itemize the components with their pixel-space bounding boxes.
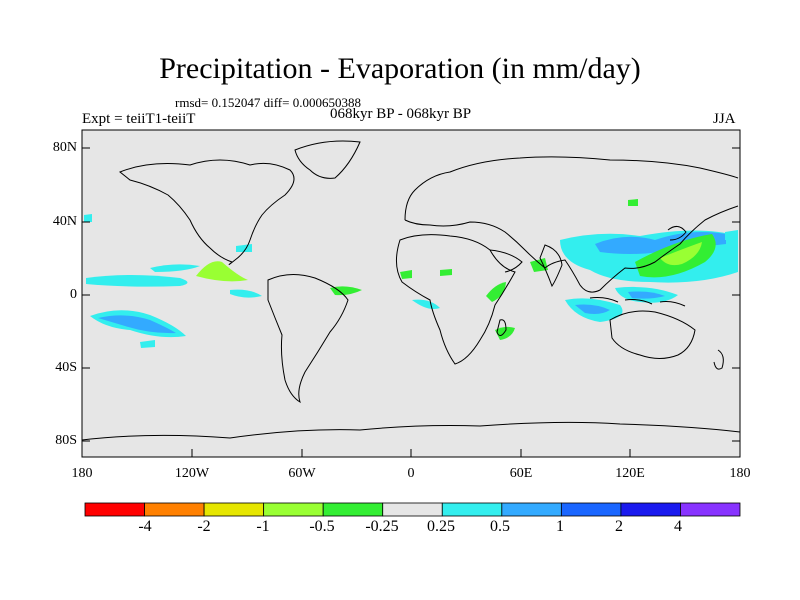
x-tick-label: 60E <box>509 466 533 481</box>
coastline-new-zealand <box>713 349 724 370</box>
y-ticks <box>82 147 740 442</box>
anomaly-green <box>530 258 548 272</box>
coastline-africa <box>396 234 516 365</box>
coastline-indonesia <box>589 297 686 307</box>
period-label: 068kyr BP - 068kyr BP <box>330 106 472 122</box>
colorbar-swatch <box>203 502 265 517</box>
coastline-south-america <box>267 274 349 404</box>
colorbar-swatch <box>441 502 503 517</box>
coastline-madagascar <box>496 319 507 336</box>
colorbar-label: -4 <box>138 518 152 535</box>
x-tick-label: 180 <box>71 466 93 481</box>
colorbar-swatch <box>84 502 145 517</box>
anomaly-cyan <box>86 275 188 287</box>
colorbar-label: 0.25 <box>427 518 455 535</box>
coastline-japan <box>667 226 687 241</box>
coastline-arabia <box>489 249 523 273</box>
anomaly-cyan <box>150 264 200 272</box>
colorbar-label: -0.5 <box>309 518 335 535</box>
colorbar-swatch <box>501 502 562 517</box>
coastline-india <box>539 244 563 288</box>
map-title: Precipitation - Evaporation (in mm/day) <box>159 52 641 85</box>
anomaly-green <box>660 242 702 266</box>
y-tick-label: 80S <box>55 433 77 448</box>
coastline-greenland <box>294 140 361 179</box>
colorbar <box>84 502 741 517</box>
x-tick-label: 120W <box>174 466 210 481</box>
y-tick-label: 0 <box>70 287 77 302</box>
anomaly-blue <box>628 291 665 299</box>
anomaly-green <box>486 282 506 302</box>
stats-label: rmsd= 0.152047 diff= 0.000650388 <box>175 95 361 110</box>
anomaly-cyan <box>230 289 262 298</box>
anomaly-cyan <box>84 214 92 222</box>
experiment-label: Expt = teiiT1-teiiT <box>82 111 196 127</box>
colorbar-label: 0.5 <box>490 518 510 535</box>
colorbar-swatch <box>144 502 205 517</box>
colorbar-label: -0.25 <box>365 518 399 535</box>
anomaly-blue <box>98 315 176 334</box>
anomaly-cyan <box>236 244 252 252</box>
anomaly-green <box>495 326 515 340</box>
anomaly-blue <box>595 232 726 254</box>
anomaly-green <box>400 270 412 279</box>
y-tick-label: 80N <box>52 140 77 155</box>
coastline-antarctica <box>81 421 741 441</box>
anomaly-shading <box>84 199 738 348</box>
coastline-eurasia <box>404 156 739 293</box>
anomaly-green <box>330 286 362 296</box>
colorbar-swatch <box>263 502 324 517</box>
coastlines <box>81 140 741 441</box>
anomaly-green <box>440 269 452 276</box>
anomaly-cyan <box>412 299 440 309</box>
x-tick-label: 0 <box>407 466 415 481</box>
anomaly-cyan <box>725 230 738 240</box>
x-tick-label: 180 <box>729 466 751 481</box>
y-tick-label: 40N <box>52 214 77 229</box>
colorbar-swatch <box>322 502 384 517</box>
colorbar-swatch <box>620 502 681 517</box>
colorbar-label: 4 <box>674 518 682 535</box>
coastline-australia <box>609 310 696 359</box>
x-ticks <box>81 449 741 457</box>
coastline-north-america <box>119 159 295 266</box>
colorbar-label: -1 <box>256 518 270 535</box>
season-label: JJA <box>713 111 736 127</box>
x-tick-label: 60W <box>288 466 316 481</box>
x-tick-label: 120E <box>615 466 645 481</box>
colorbar-label: -2 <box>197 518 211 535</box>
colorbar-swatch <box>560 502 622 517</box>
anomaly-green <box>196 261 248 282</box>
colorbar-label: 1 <box>556 518 564 535</box>
colorbar-label: 2 <box>615 518 623 535</box>
colorbar-swatch <box>382 502 443 517</box>
anomaly-blue <box>575 304 610 314</box>
anomaly-green <box>628 199 638 206</box>
anomaly-cyan <box>140 340 155 348</box>
y-tick-label: 40S <box>55 360 77 375</box>
colorbar-swatch <box>680 502 741 517</box>
